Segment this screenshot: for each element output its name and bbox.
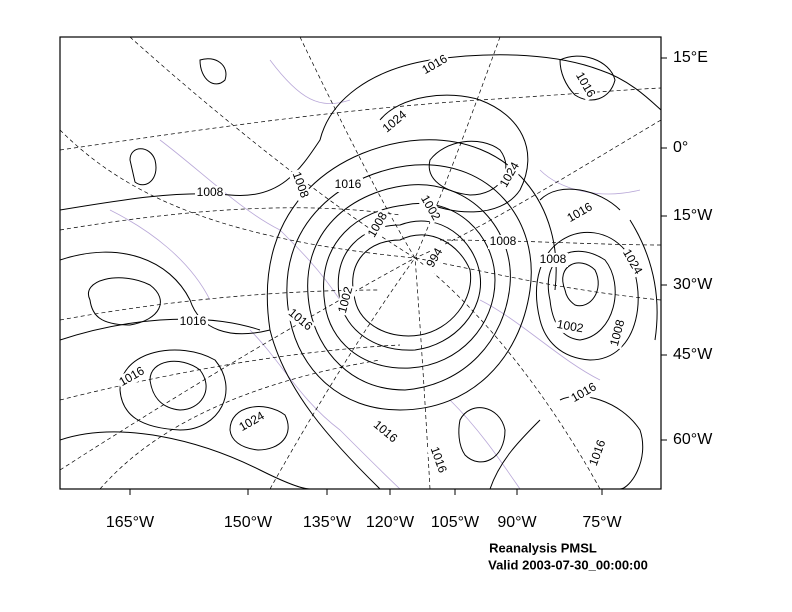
lon-label: 135°W	[303, 514, 352, 531]
contour-label-bg	[284, 304, 316, 336]
isobars	[60, 54, 661, 489]
lat-label: 45°W	[673, 346, 713, 363]
contour-label: 1002	[335, 285, 356, 315]
contour-label-bg	[421, 241, 449, 275]
contour-label-bg	[563, 199, 597, 227]
caption-title: Reanalysis PMSL	[489, 540, 597, 555]
lat-label: 0°	[673, 139, 688, 156]
labels: 15°E 0° 15°W 30°W 45°W 60°W 165°W 150°W 135°W 120…	[106, 49, 713, 531]
lon-label: 120°W	[366, 514, 415, 531]
caption-valid: Valid 2003-07-30_00:00:00	[488, 557, 648, 572]
contour-label-bg	[288, 168, 312, 202]
contour-label-bg	[488, 235, 518, 249]
contour-label-bg	[379, 106, 411, 138]
lat-label: 60°W	[673, 431, 713, 448]
contour-label: 1016	[180, 314, 207, 328]
lat-label: 30°W	[673, 276, 713, 293]
contour-label: 1016	[335, 177, 362, 191]
contour-label-bg	[416, 191, 444, 225]
contour-label-bg	[426, 443, 450, 477]
lon-label: 105°W	[431, 514, 480, 531]
contour-label-bg	[618, 245, 646, 279]
map-frame	[59, 36, 662, 490]
contour-label-bg	[235, 408, 269, 436]
contour-label-bg	[333, 178, 363, 192]
contour-label-bg	[607, 316, 629, 350]
contour-label-bg	[571, 68, 599, 102]
contour-label: 1008	[490, 234, 517, 248]
coastlines	[109, 59, 641, 489]
lon-label: 90°W	[497, 514, 537, 531]
contour-label: 1008	[197, 185, 224, 199]
lon-label: 75°W	[582, 514, 622, 531]
lat-label: 15°W	[673, 207, 713, 224]
contour-label-bg	[586, 436, 610, 470]
contour-label-bg	[195, 186, 225, 200]
contour-label: 1008	[540, 252, 567, 266]
lat-label: 15°E	[673, 49, 708, 66]
map-field	[60, 37, 661, 489]
contour-label-bg	[178, 315, 208, 329]
contour-label-bg	[496, 158, 524, 192]
lon-label: 165°W	[106, 514, 155, 531]
contour-label: 1008	[607, 318, 628, 348]
contour-label-bg	[538, 253, 568, 267]
contour-label-bg	[418, 51, 452, 79]
contour-label-bg	[369, 416, 401, 448]
graticule	[60, 37, 661, 489]
contour-label-bg	[554, 317, 586, 337]
lon-label: 150°W	[224, 514, 273, 531]
contour-label: 1002	[556, 317, 585, 335]
contour-label-bg	[115, 363, 149, 391]
contour-label-bg	[567, 379, 601, 407]
contour-label-bg	[335, 283, 357, 317]
contour-label-bg	[364, 208, 392, 242]
